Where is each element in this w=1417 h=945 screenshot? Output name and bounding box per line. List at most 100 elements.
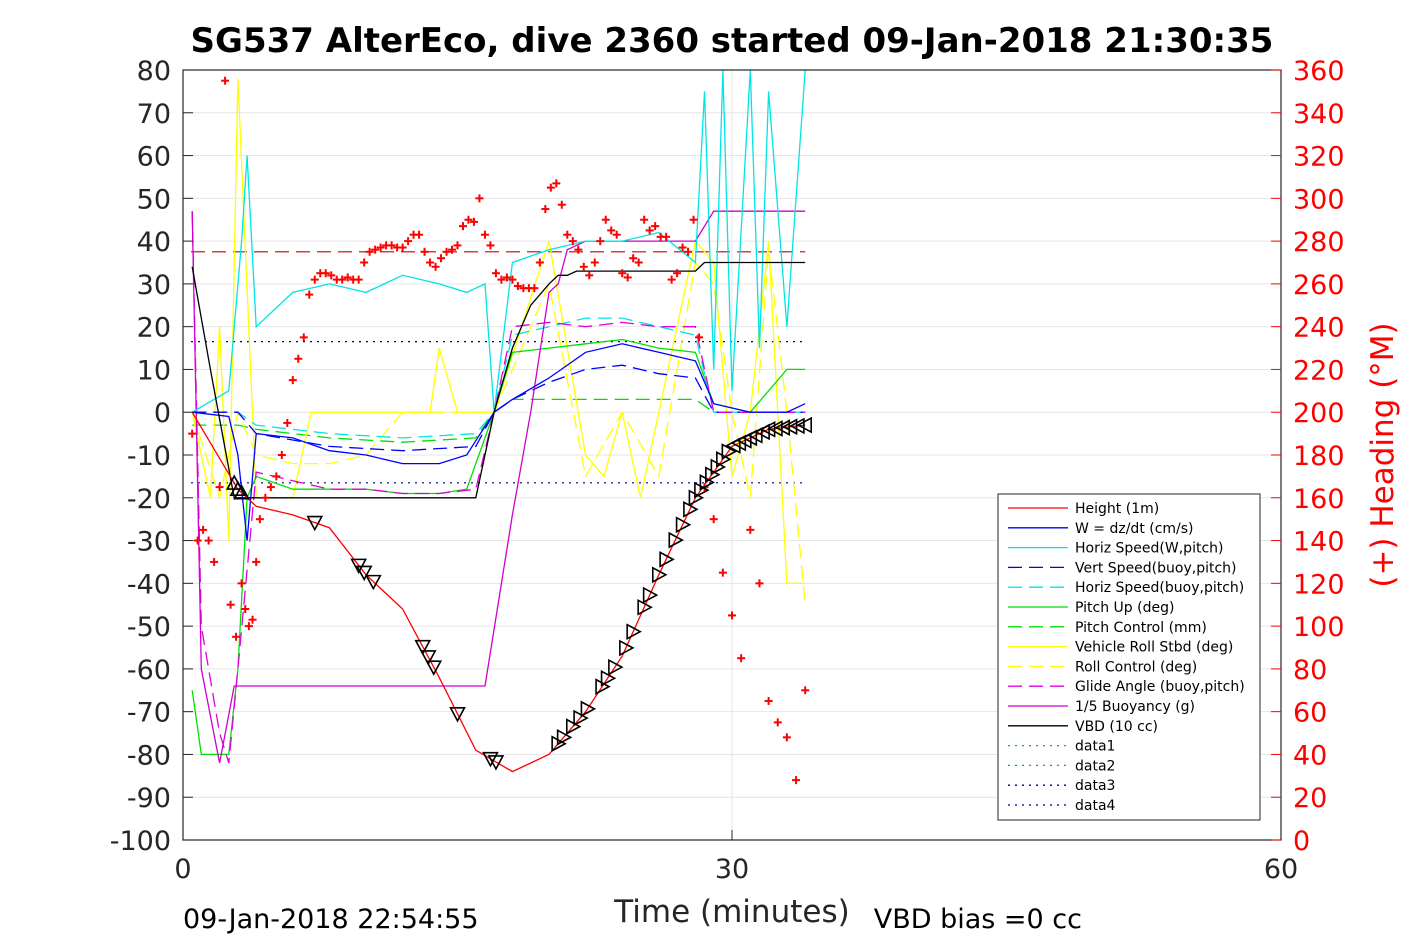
legend-label: VBD (10 cc) (1075, 719, 1158, 735)
heading-point (188, 429, 197, 438)
heading-point (469, 217, 478, 226)
heading-point (541, 205, 550, 214)
glider-marker (565, 718, 582, 735)
tick-label-right: 40 (1293, 740, 1327, 771)
heading-point (502, 273, 511, 282)
heading-point (365, 247, 374, 256)
series-vbd-10-cc (191, 261, 806, 499)
heading-point (272, 472, 281, 481)
tick-label-left: -90 (127, 783, 171, 814)
heading-point (557, 200, 566, 209)
heading-point (371, 245, 380, 254)
legend-item-pitch-control-mm: Pitch Control (mm) (1008, 620, 1207, 636)
heading-point (673, 269, 682, 278)
legend-item-roll-control-deg: Roll Control (deg) (1008, 659, 1197, 675)
glider-marker (233, 483, 250, 500)
legend-box (997, 493, 1261, 821)
left-axis: 80 70 60 50 40 30 20 10 0 -10 -20 -30 -40 -50 -60 -70 -8… (110, 56, 193, 857)
legend-label: Horiz Speed(buoy,pitch) (1075, 580, 1244, 596)
legend-label: Glide Angle (buoy,pitch) (1075, 679, 1245, 695)
heading-point (404, 237, 413, 246)
glider-marker (759, 420, 776, 438)
series-roll-control-deg (191, 249, 806, 605)
glider-marker (364, 574, 382, 591)
tick-label-right: 240 (1293, 313, 1345, 344)
tick-label-left: -80 (127, 740, 171, 771)
legend-item-vbd-10-cc: VBD (10 cc) (1008, 719, 1158, 735)
heading-point (338, 275, 347, 284)
y2-axis-label: (+) Heading (°M) (1365, 322, 1401, 587)
legend-item-horiz-speed-w-pitch: Horiz Speed(W,pitch) (1008, 541, 1223, 557)
tick-label-right: 200 (1293, 398, 1345, 429)
glider-marker (796, 416, 813, 434)
tick-label-left: 70 (137, 99, 171, 130)
heading-point (755, 579, 764, 588)
series-w-dz-dt-cm-s (192, 343, 806, 541)
heading-point (634, 258, 643, 267)
glider-marker (699, 474, 716, 491)
tick-label-left: 30 (137, 270, 171, 301)
series-layer (191, 69, 806, 773)
heading-point (651, 222, 660, 231)
heading-point (442, 247, 451, 256)
heading-point (360, 258, 369, 267)
heading-point (513, 282, 522, 291)
heading-point (695, 333, 704, 342)
heading-point (415, 230, 424, 239)
heading-point (387, 241, 396, 250)
legend-label: W = dz/dt (cm/s) (1075, 521, 1194, 537)
heading-point (601, 215, 610, 224)
legend-item-1-5-buoyancy-g: 1/5 Buoyancy (g) (1008, 699, 1195, 715)
chart-title: SG537 AlterEco, dive 2360 started 09-Jan… (191, 21, 1274, 61)
glider-marker (710, 458, 727, 476)
glider-marker (642, 586, 659, 604)
glider-marker (694, 481, 710, 499)
legend-item-data3: data3 (1008, 778, 1115, 794)
x-axis: 0 30 60 (174, 830, 1298, 885)
series-glide-angle-buoy-pitch (191, 211, 806, 764)
legend-item-vehicle-roll-stbd-deg: Vehicle Roll Stbd (deg) (1008, 640, 1233, 656)
heading-point (288, 376, 297, 385)
heading-point (437, 254, 446, 263)
heading-point (283, 418, 292, 427)
tick-label-left: -70 (127, 698, 171, 729)
heading-point (486, 241, 495, 250)
heading-point (667, 275, 676, 284)
legend-label: data3 (1075, 778, 1115, 794)
legend-item-horiz-speed-buoy-pitch: Horiz Speed(buoy,pitch) (1008, 580, 1244, 596)
heading-point (801, 686, 810, 695)
glider-marker (721, 443, 738, 460)
glider-marker (487, 755, 505, 771)
heading-point (508, 275, 517, 284)
heading-point (261, 493, 270, 502)
tick-label-right: 0 (1293, 826, 1310, 857)
legend-item-data4: data4 (1008, 798, 1116, 814)
legend-item-w-dz-dt-cm-s: W = dz/dt (cm/s) (1008, 521, 1194, 537)
tick-label-right: 20 (1293, 783, 1327, 814)
legend-item-height-1m: Height (1m) (1008, 501, 1159, 517)
heading-point (746, 525, 755, 534)
legend-label: data1 (1075, 739, 1115, 755)
glider-marker (482, 751, 499, 768)
heading-point (305, 290, 314, 299)
series-vert-speed-buoy-pitch (192, 364, 806, 452)
heading-point (237, 579, 246, 588)
heading-point (294, 354, 303, 363)
heading-point (277, 451, 286, 459)
glider-marker (659, 551, 675, 568)
tick-label-left: -30 (127, 527, 171, 558)
heading-point (232, 632, 241, 641)
glider-marker (414, 639, 432, 656)
heading-point (728, 611, 736, 620)
glider-marker (355, 565, 373, 582)
tick-label-right: 320 (1293, 142, 1345, 173)
heading-point (574, 245, 583, 254)
glider-marker (580, 700, 597, 718)
heading-point (579, 262, 588, 271)
glider-marker (419, 650, 437, 666)
heading-point (310, 275, 319, 284)
heading-point (241, 605, 250, 613)
glider-marker (600, 669, 617, 687)
heading-point (718, 568, 727, 577)
